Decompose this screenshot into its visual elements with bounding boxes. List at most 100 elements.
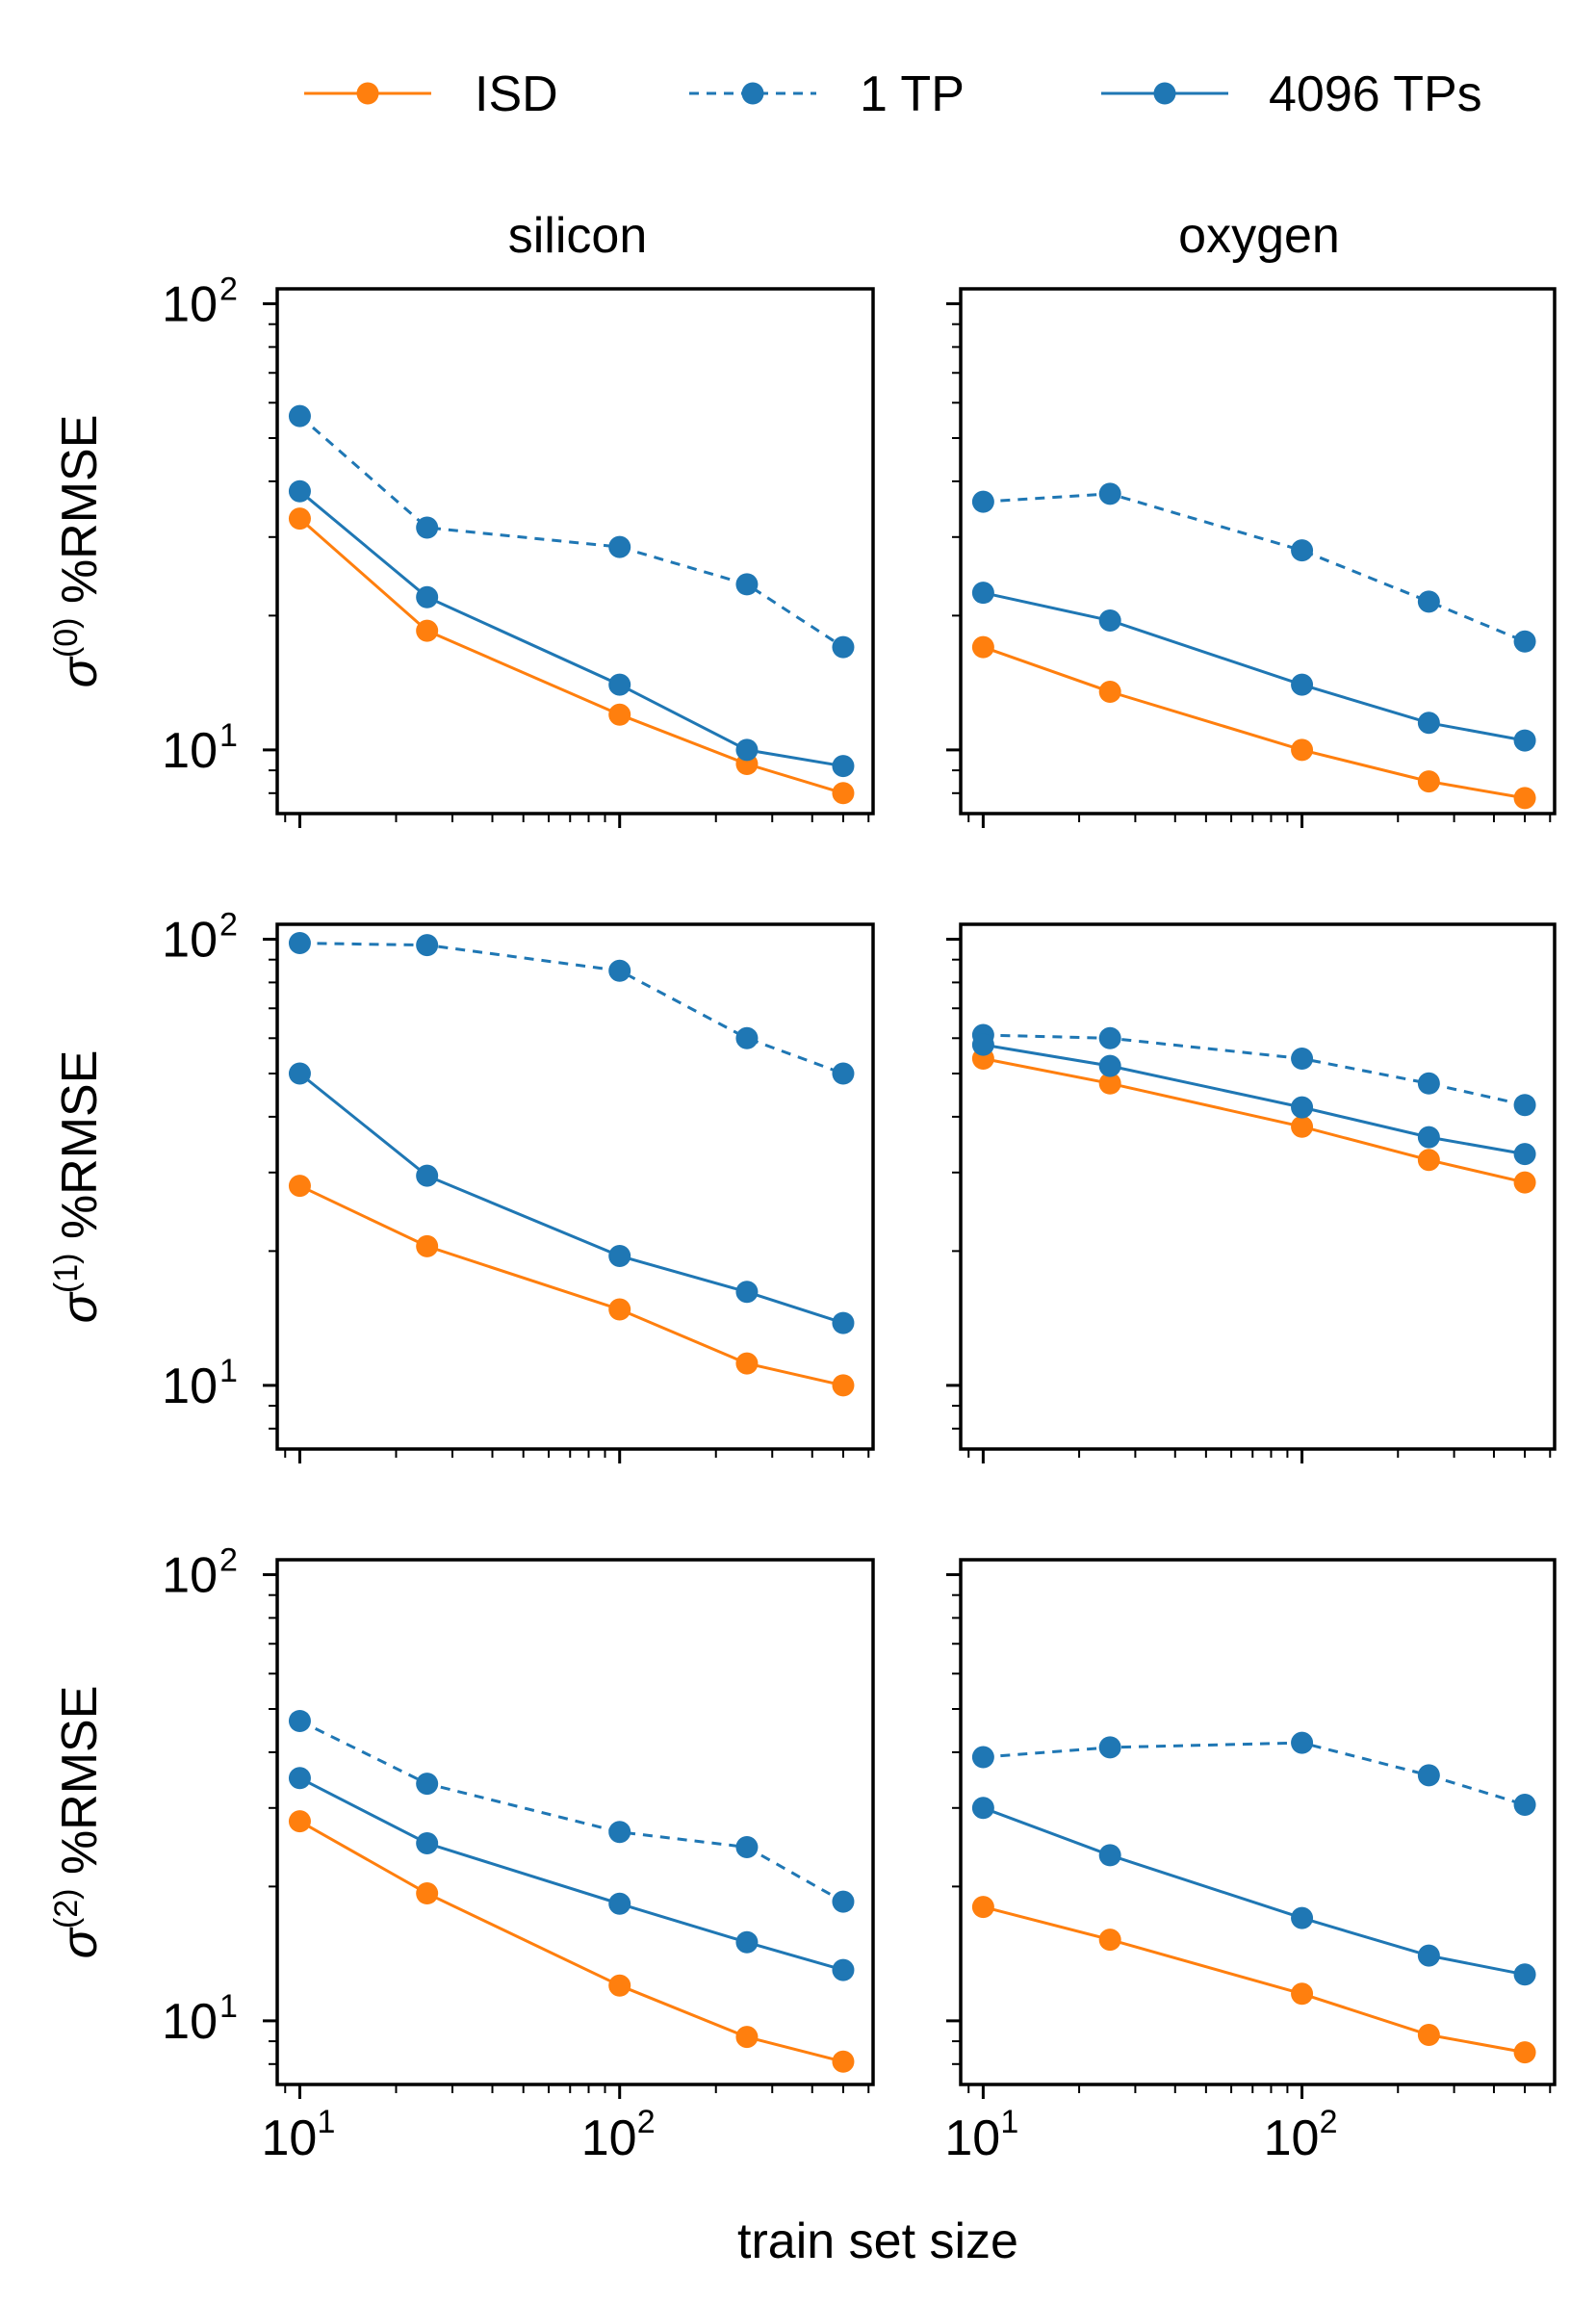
y-tick-label-exponent: 2 <box>219 1541 238 1578</box>
data-point-4096-tps <box>288 1062 311 1085</box>
data-point-1-tp <box>608 959 631 982</box>
data-point-4096-tps <box>1513 1143 1536 1166</box>
y-tick-label: 10 <box>162 276 218 332</box>
x-axis-label: train set size <box>737 2213 1018 2269</box>
series-4096-tps <box>971 1797 1536 1986</box>
series-line-4096-tps <box>983 1043 1526 1156</box>
data-point-1-tp <box>735 573 759 596</box>
series-line-1-tp <box>983 1033 1526 1107</box>
series-1-tp <box>288 404 855 659</box>
legend-label-tp1: 1 TP <box>860 66 965 122</box>
x-tick-label: 10 <box>261 2110 317 2166</box>
legend-label-tp4096: 4096 TPs <box>1269 66 1482 122</box>
data-point-4096-tps <box>735 1281 759 1304</box>
data-point-4096-tps <box>1417 1944 1440 1967</box>
data-point-4096-tps <box>971 1033 994 1056</box>
data-point-1-tp <box>735 1026 759 1049</box>
y-tick-label: 10 <box>162 723 218 779</box>
series-line-4096-tps <box>983 591 1526 742</box>
series-isd <box>288 1175 855 1397</box>
data-point-1-tp <box>1513 630 1536 653</box>
y-axis-label-1: σ(1) %RMSE <box>48 1050 108 1324</box>
plot-frame <box>959 287 1557 815</box>
x-ticks <box>284 1449 870 1463</box>
data-point-isd <box>608 1298 631 1321</box>
data-point-1-tp <box>288 932 311 955</box>
data-point-isd <box>1098 1072 1121 1095</box>
data-point-4096-tps <box>735 1930 759 1954</box>
data-point-1-tp <box>1098 482 1121 505</box>
y-tick-label-exponent: 2 <box>219 906 238 943</box>
data-point-4096-tps <box>608 1892 631 1915</box>
x-tick-label-exponent: 1 <box>317 2104 335 2140</box>
data-point-4096-tps <box>1513 1963 1536 1986</box>
y-label-text: %RMSE <box>52 415 108 618</box>
data-point-1-tp <box>1417 1072 1440 1095</box>
data-point-isd <box>288 507 311 531</box>
data-point-4096-tps <box>416 1164 439 1187</box>
series-isd <box>971 635 1536 810</box>
y-ticks <box>263 301 277 794</box>
chart-panels: 10 110 210 110 210 110 210 1 10 2 10 1 10 2 <box>162 271 1557 2166</box>
data-point-1-tp <box>608 1821 631 1844</box>
legend-marker-tp4096 <box>1153 82 1176 105</box>
data-point-isd <box>288 1175 311 1198</box>
series-1-tp <box>288 932 855 1085</box>
data-point-1-tp <box>416 1773 439 1796</box>
data-point-isd <box>1513 1171 1536 1194</box>
y-tick-label-exponent: 2 <box>219 271 238 307</box>
data-point-isd <box>832 1374 855 1397</box>
data-point-isd <box>1098 680 1121 703</box>
plot-frame <box>959 1558 1557 2086</box>
data-point-1-tp <box>1291 539 1314 562</box>
data-point-4096-tps <box>971 1797 994 1820</box>
y-label-symbol: σ <box>52 656 108 687</box>
y-tick-label-exponent: 1 <box>219 717 238 754</box>
series-1-tp <box>971 1023 1536 1117</box>
x-ticks <box>284 814 870 828</box>
y-label-text: %RMSE <box>52 1686 108 1889</box>
data-point-1-tp <box>735 1836 759 1859</box>
data-point-isd <box>1291 738 1314 762</box>
y-label-superscript: (0) <box>48 618 85 659</box>
data-point-4096-tps <box>832 1958 855 1981</box>
data-point-1-tp <box>416 516 439 539</box>
series-1-tp <box>288 1709 855 1913</box>
y-ticks <box>263 1572 277 2065</box>
data-point-4096-tps <box>971 582 994 605</box>
data-point-1-tp <box>832 635 855 659</box>
data-point-4096-tps <box>832 1311 855 1334</box>
legend-marker-isd <box>356 82 379 105</box>
x-tick-label-exponent: 1 <box>1000 2104 1018 2140</box>
y-axis-labels: σ(0) %RMSE σ(1) %RMSE σ(2) %RMSE <box>48 415 108 1959</box>
data-point-1-tp <box>1291 1047 1314 1070</box>
data-point-4096-tps <box>608 1244 631 1267</box>
x-tick-label-exponent: 2 <box>637 2104 656 2140</box>
data-point-1-tp <box>1513 1094 1536 1117</box>
data-point-isd <box>735 2026 759 2049</box>
panel-oxygen-row0 <box>946 287 1557 828</box>
y-tick-label: 10 <box>162 1359 218 1414</box>
legend-item-tp1: 1 TP <box>689 66 965 122</box>
series-line-1-tp <box>298 415 844 649</box>
data-point-1-tp <box>1291 1731 1314 1754</box>
series-line-4096-tps <box>298 1776 844 1972</box>
x-ticks <box>967 814 1552 828</box>
y-tick-label: 10 <box>162 912 218 968</box>
data-point-isd <box>971 1896 994 1919</box>
y-tick-label: 10 <box>162 1994 218 2050</box>
legend-marker-tp1 <box>741 82 764 105</box>
data-point-1-tp <box>832 1890 855 1913</box>
data-point-isd <box>1417 770 1440 793</box>
y-axis-label-2: σ(2) %RMSE <box>48 1686 108 1959</box>
data-point-1-tp <box>832 1062 855 1085</box>
data-point-1-tp <box>971 1746 994 1769</box>
data-point-isd <box>416 1882 439 1905</box>
data-point-4096-tps <box>1417 712 1440 735</box>
y-ticks <box>946 301 961 794</box>
legend-item-tp4096: 4096 TPs <box>1101 66 1482 122</box>
data-point-4096-tps <box>416 1831 439 1854</box>
